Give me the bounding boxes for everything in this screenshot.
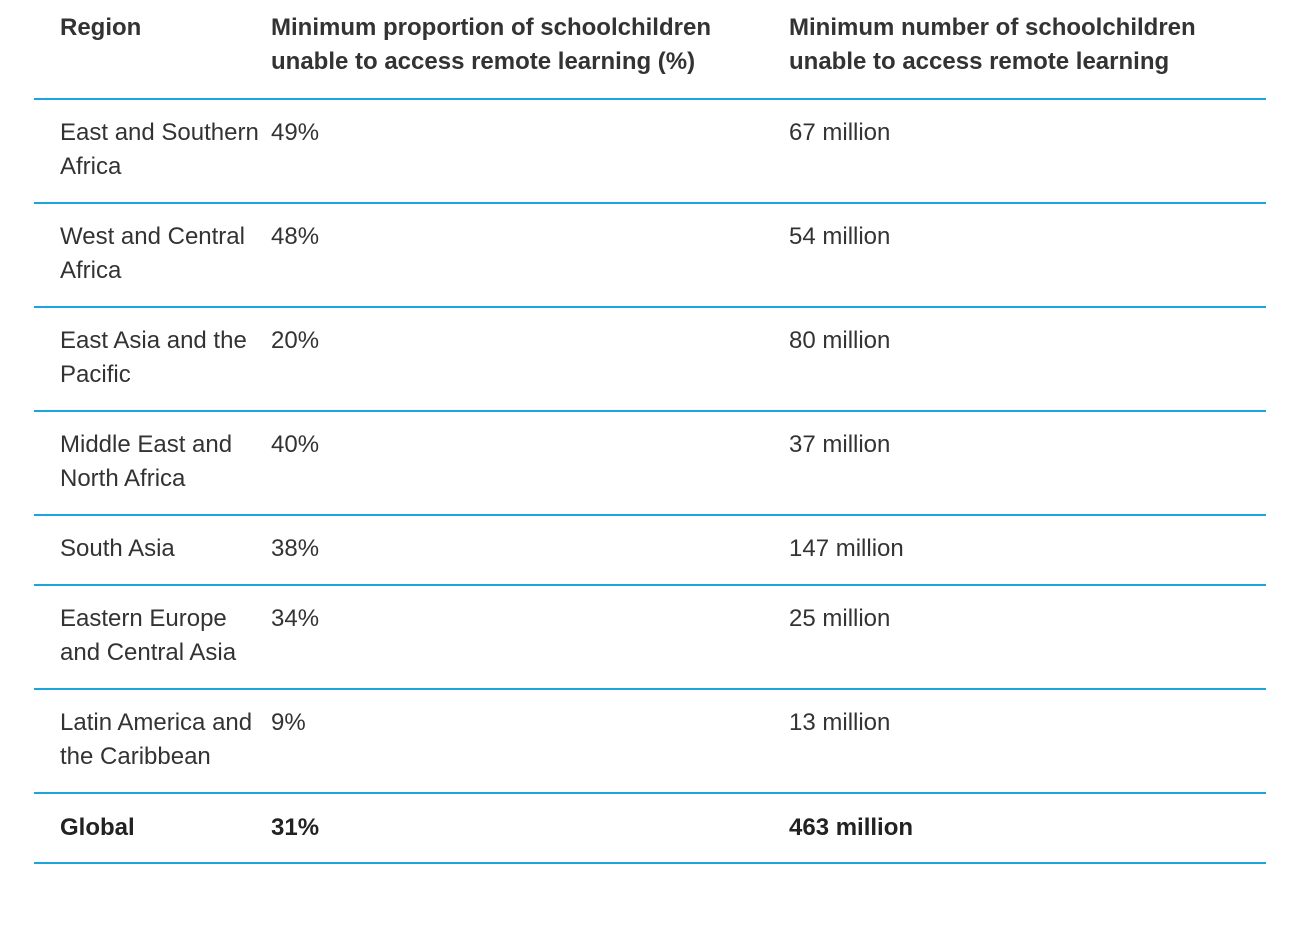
proportion-cell: 20% (271, 307, 789, 412)
proportion-cell: 49% (271, 99, 789, 204)
remote-learning-table: Region Minimum proportion of schoolchild… (34, 0, 1266, 864)
total-proportion-cell: 31% (271, 793, 789, 864)
header-proportion: Minimum proportion of schoolchildren una… (271, 0, 789, 100)
number-cell: 37 million (789, 411, 1266, 516)
region-cell: Middle East and North Africa (34, 411, 271, 516)
header-number: Minimum number of schoolchildren unable … (789, 0, 1266, 100)
number-cell: 147 million (789, 515, 1266, 586)
table-row: East and Southern Africa 49% 67 million (34, 99, 1266, 204)
region-cell: South Asia (34, 515, 271, 586)
table-row: East Asia and the Pacific 20% 80 million (34, 307, 1266, 412)
table-row: Eastern Europe and Central Asia 34% 25 m… (34, 585, 1266, 690)
region-cell: West and Central Africa (34, 203, 271, 308)
region-cell: Latin America and the Caribbean (34, 689, 271, 794)
table-row: Latin America and the Caribbean 9% 13 mi… (34, 689, 1266, 794)
total-row: Global 31% 463 million (34, 793, 1266, 864)
table-body: East and Southern Africa 49% 67 million … (34, 99, 1266, 864)
proportion-cell: 48% (271, 203, 789, 308)
proportion-cell: 34% (271, 585, 789, 690)
number-cell: 25 million (789, 585, 1266, 690)
number-cell: 13 million (789, 689, 1266, 794)
total-region-cell: Global (34, 793, 271, 864)
total-number-cell: 463 million (789, 793, 1266, 864)
header-row: Region Minimum proportion of schoolchild… (34, 0, 1266, 100)
number-cell: 80 million (789, 307, 1266, 412)
region-cell: Eastern Europe and Central Asia (34, 585, 271, 690)
table-row: West and Central Africa 48% 54 million (34, 203, 1266, 308)
remote-learning-table-container: Region Minimum proportion of schoolchild… (34, 0, 1266, 864)
proportion-cell: 38% (271, 515, 789, 586)
proportion-cell: 9% (271, 689, 789, 794)
table-row: Middle East and North Africa 40% 37 mill… (34, 411, 1266, 516)
table-header: Region Minimum proportion of schoolchild… (34, 0, 1266, 100)
number-cell: 67 million (789, 99, 1266, 204)
header-region: Region (34, 0, 271, 100)
region-cell: East Asia and the Pacific (34, 307, 271, 412)
table-row: South Asia 38% 147 million (34, 515, 1266, 586)
proportion-cell: 40% (271, 411, 789, 516)
number-cell: 54 million (789, 203, 1266, 308)
region-cell: East and Southern Africa (34, 99, 271, 204)
